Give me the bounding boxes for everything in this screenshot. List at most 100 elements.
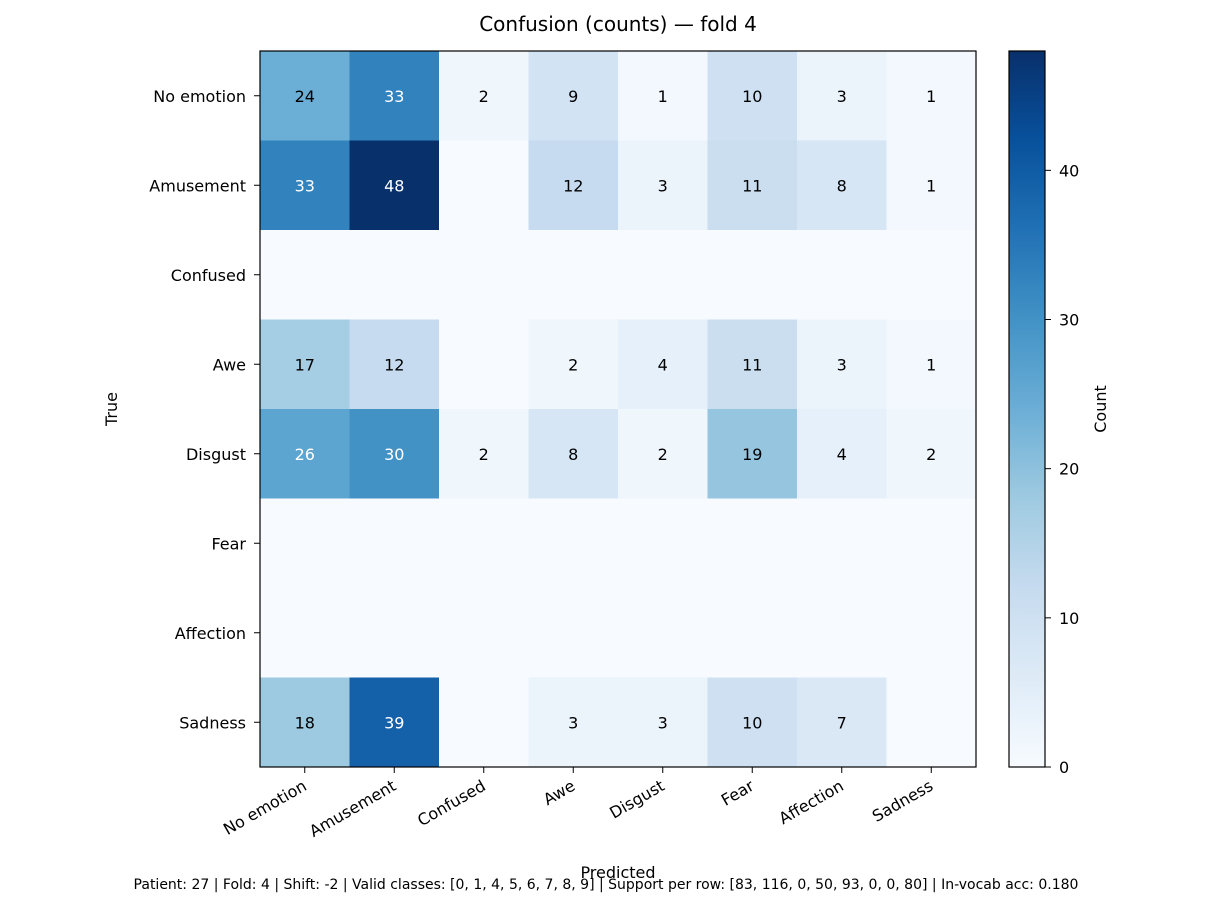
cell-value-label: 7 [837,713,847,732]
colorbar-label: Count [1091,385,1110,433]
heatmap-cell [797,498,887,589]
heatmap-cell [797,677,887,768]
cell-value-label: 11 [742,355,762,374]
colorbar-tick-label: 40 [1059,161,1079,180]
y-axis-label: True [102,392,121,427]
cell-value-label: 1 [658,87,668,106]
cell-value-label: 18 [295,713,315,732]
y-tick-label: Fear [211,534,246,553]
x-tick-label: Disgust [606,776,667,822]
cell-value-label: 4 [658,355,668,374]
heatmap-cell [349,319,440,410]
heatmap-cell [707,319,798,410]
cell-value-label: 12 [384,355,404,374]
heatmap-cell [439,51,529,141]
y-tick-label: Sadness [179,713,246,732]
heatmap-cell-labels: 24 33 2 9 1 10 3 133 48 12 3 11 8 117 12 2 4 11 3 126 30 2 8 2 1… [295,87,937,733]
heatmap-cell [707,677,798,768]
heatmap-cell [707,588,798,678]
colorbar-tick-label: 30 [1059,311,1079,330]
heatmap-cell [349,230,440,320]
heatmap-cell [439,140,529,231]
heatmap-cell [439,498,529,589]
heatmap-cell [886,588,977,678]
heatmap-cell [886,409,977,499]
cell-value-label: 10 [742,713,762,732]
heatmap-cell [528,51,619,141]
heatmap-cell [618,677,708,768]
x-tick-label: Confused [414,776,489,830]
heatmap-cell [618,498,708,589]
cell-value-label: 24 [295,87,315,106]
x-axis-label: Predicted [580,863,655,882]
chart-title: Confusion (counts) — fold 4 [479,12,757,36]
heatmap-cell [439,230,529,320]
heatmap-cell [349,498,440,589]
y-tick-label: Affection [175,624,246,643]
x-tick-label: Affection [776,776,847,828]
heatmap-cell [618,588,708,678]
cell-value-label: 11 [742,176,762,195]
colorbar-ticks: 0 10 20 30 40 [1045,161,1079,777]
heatmap-cell [797,588,887,678]
heatmap-cell [260,230,350,320]
cell-value-label: 2 [926,445,936,464]
heatmap-cell [349,51,440,141]
cell-value-label: 3 [568,713,578,732]
heatmap-cell [439,677,529,768]
heatmap-cell [707,409,798,499]
heatmap-cell [886,677,977,768]
cell-value-label: 48 [384,176,404,195]
heatmap-cell [260,498,350,589]
cell-value-label: 12 [563,176,583,195]
heatmap-cell [349,677,440,768]
heatmap-cell [349,140,440,231]
x-tick-label: Sadness [869,776,936,826]
x-tick-label: Amusement [306,776,399,841]
cell-value-label: 4 [837,445,847,464]
heatmap-cell [886,51,977,141]
cell-value-label: 2 [658,445,668,464]
cell-value-label: 30 [384,445,404,464]
y-tick-label: Disgust [186,445,246,464]
cell-value-label: 2 [479,445,489,464]
cell-value-label: 33 [384,87,404,106]
colorbar-tick-label: 20 [1059,460,1079,479]
heatmap-cell [797,51,887,141]
colorbar [1008,50,1046,768]
cell-value-label: 3 [658,176,668,195]
cell-value-label: 33 [295,176,315,195]
cell-value-label: 39 [384,713,404,732]
y-tick-label: No emotion [153,87,246,106]
y-tick-label: Confused [171,266,246,285]
cell-value-label: 8 [837,176,847,195]
cell-value-label: 8 [568,445,578,464]
heatmap-cell [528,409,619,499]
heatmap-cell [439,588,529,678]
heatmap-cell [797,230,887,320]
heatmap-cell [528,588,619,678]
heatmap-cell [618,51,708,141]
colorbar-tick-label: 10 [1059,609,1079,628]
heatmap-cell [886,230,977,320]
heatmap-cell [260,140,350,231]
heatmap-cell [260,319,350,410]
cell-value-label: 26 [295,445,315,464]
heatmap-cell [528,140,619,231]
cell-value-label: 19 [742,445,762,464]
cell-value-label: 3 [837,87,847,106]
heatmap-cell [528,230,619,320]
heatmap-cell [886,319,977,410]
plot-frame [259,50,977,768]
heatmap-cell [528,677,619,768]
heatmap-cells [260,51,977,768]
heatmap-cell [707,498,798,589]
y-tick-label: Amusement [149,176,246,195]
cell-value-label: 9 [568,87,578,106]
y-axis-ticks: No emotion Amusement Confused Awe Disgust Fea… [149,87,260,732]
heatmap-cell [439,409,529,499]
heatmap-cell [707,140,798,231]
heatmap-cell [797,140,887,231]
heatmap-cell [260,51,350,141]
